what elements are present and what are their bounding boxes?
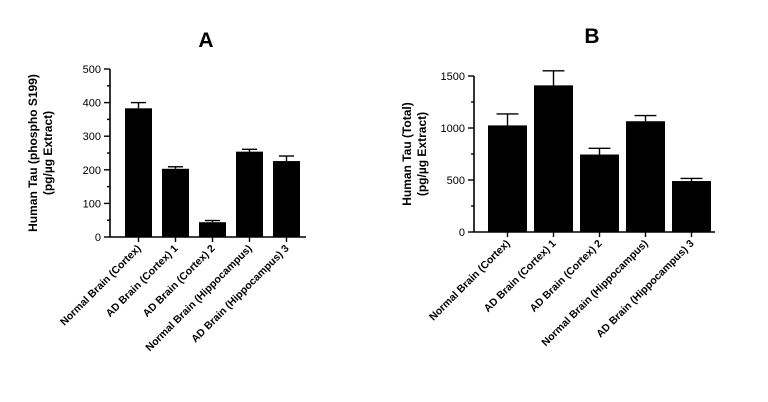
chart-title: A [198,29,213,52]
bar [580,154,619,232]
bar [199,222,226,237]
bar [236,151,263,237]
bar [162,168,189,237]
chart-panel-a: A Human Tau (phospho S199) (pg/µg Extract)… [26,29,306,354]
x-category-label: AD Brain (Hippocampus) 3 [594,238,697,341]
y-tick-label: 300 [83,131,101,143]
y-tick-label: 400 [83,98,101,110]
y-tick-label: 0 [95,232,101,244]
bar [672,181,711,232]
bar [534,85,573,232]
y-tick-label: 100 [83,198,101,210]
bar [125,108,152,237]
bar [626,121,665,232]
x-category-label: AD Brain (Cortex) 2 [141,243,218,320]
y-axis-label: (pg/µg Extract) [415,112,429,196]
bar [273,161,300,237]
y-tick-label: 200 [83,165,101,177]
y-tick-label: 1000 [441,123,465,135]
bar [488,125,527,232]
y-tick-label: 0 [459,227,465,239]
y-axis-label: Human Tau (Total) [400,102,414,206]
y-tick-label: 500 [83,64,101,76]
chart-title: B [584,25,599,48]
chart-panel-b: B Human Tau (Total) (pg/µg Extract) 0 500 100… [400,25,715,349]
y-axis-label: Human Tau (phospho S199) [26,74,40,232]
x-category-label: Normal Brain (Cortex) [427,238,513,324]
y-tick-label: 1500 [441,71,465,83]
y-axis-label: (pg/µg Extract) [41,111,55,195]
y-tick-label: 500 [447,175,465,187]
x-category-label: AD Brain (Cortex) 1 [104,243,181,320]
